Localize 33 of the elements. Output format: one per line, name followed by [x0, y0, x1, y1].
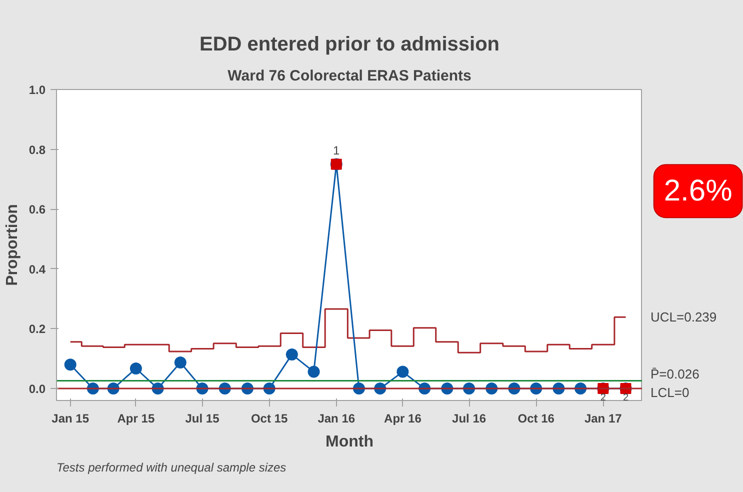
x-tick-label: Jan 17	[584, 412, 622, 426]
x-tick-label: Apr 15	[117, 412, 155, 426]
chart-subtitle: Ward 76 Colorectal ERAS Patients	[228, 68, 472, 84]
text: Tests performed with unequal sample sizes	[56, 460, 286, 474]
x-axis-title: Month	[326, 434, 374, 450]
point	[174, 356, 186, 369]
point	[130, 362, 142, 374]
y-tick-label: 0.0	[28, 382, 46, 396]
y-tick-label: 0.6	[28, 202, 46, 217]
point	[396, 366, 409, 378]
x-tick-label: Oct 15	[250, 412, 288, 426]
x-tick-label: Jul 15	[185, 412, 220, 426]
x-tick-label: Jan 16	[318, 412, 356, 426]
y-tick-label: 0.4	[28, 262, 46, 276]
x-tick-label: Oct 16	[518, 412, 555, 426]
y-tick-label: 0.8	[28, 142, 46, 157]
y-axis-title: Proportion	[4, 204, 21, 286]
ref-line-label: P̄=0.026	[650, 366, 700, 382]
x-tick-label: Apr 16	[384, 412, 422, 426]
ref-line-label: LCL=0	[650, 385, 690, 400]
text: UCL=0.239	[650, 310, 717, 325]
x-tick-label: Jul 16	[452, 412, 486, 426]
annotation: 2	[600, 392, 606, 404]
chart-title: EDD entered prior to admission	[199, 34, 500, 56]
x-tick-label: Jan 15	[52, 412, 90, 426]
y-tick-label: 1.0	[28, 83, 46, 97]
annotation: 1	[333, 143, 340, 158]
text: 2.6%	[664, 174, 732, 208]
y-tick-label: 0.2	[28, 322, 46, 336]
annotation: 2	[622, 392, 629, 404]
point	[64, 358, 76, 371]
point	[286, 348, 298, 360]
point	[308, 366, 320, 378]
